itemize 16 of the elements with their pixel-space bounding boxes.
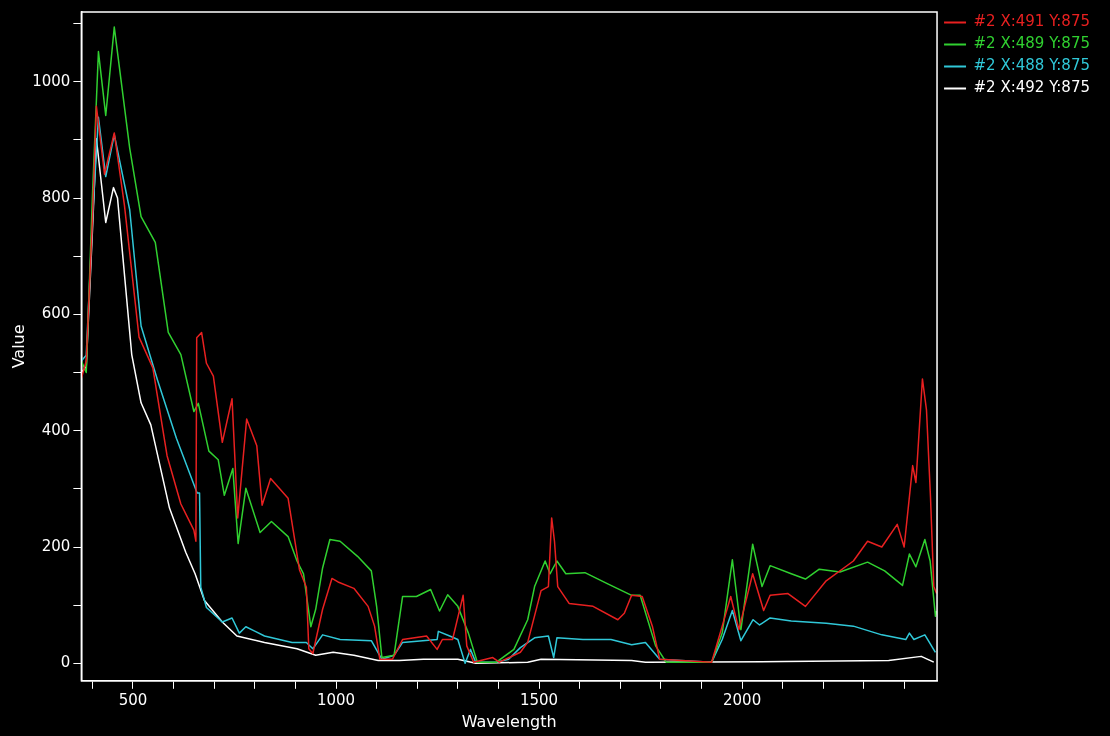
y-tick-label: 800 xyxy=(41,187,71,206)
legend-label: #2 X:488 Y:875 xyxy=(973,56,1091,75)
y-tick-label: 1000 xyxy=(32,71,71,90)
legend-label: #2 X:489 Y:875 xyxy=(973,34,1091,53)
y-tick-label: 0 xyxy=(60,653,71,672)
y-tick-label: 200 xyxy=(41,536,71,555)
y-tick-label: 600 xyxy=(41,304,71,323)
y-axis-title: Value xyxy=(8,324,28,369)
legend-label: #2 X:491 Y:875 xyxy=(973,12,1091,31)
y-tick-label: 400 xyxy=(41,420,71,439)
x-tick-label: 1500 xyxy=(519,690,559,709)
x-tick-label: 1000 xyxy=(316,690,356,709)
x-tick-label: 500 xyxy=(118,690,148,709)
legend-label: #2 X:492 Y:875 xyxy=(973,78,1091,97)
x-axis-title: Wavelength xyxy=(461,711,557,731)
x-tick-label: 2000 xyxy=(723,690,762,709)
